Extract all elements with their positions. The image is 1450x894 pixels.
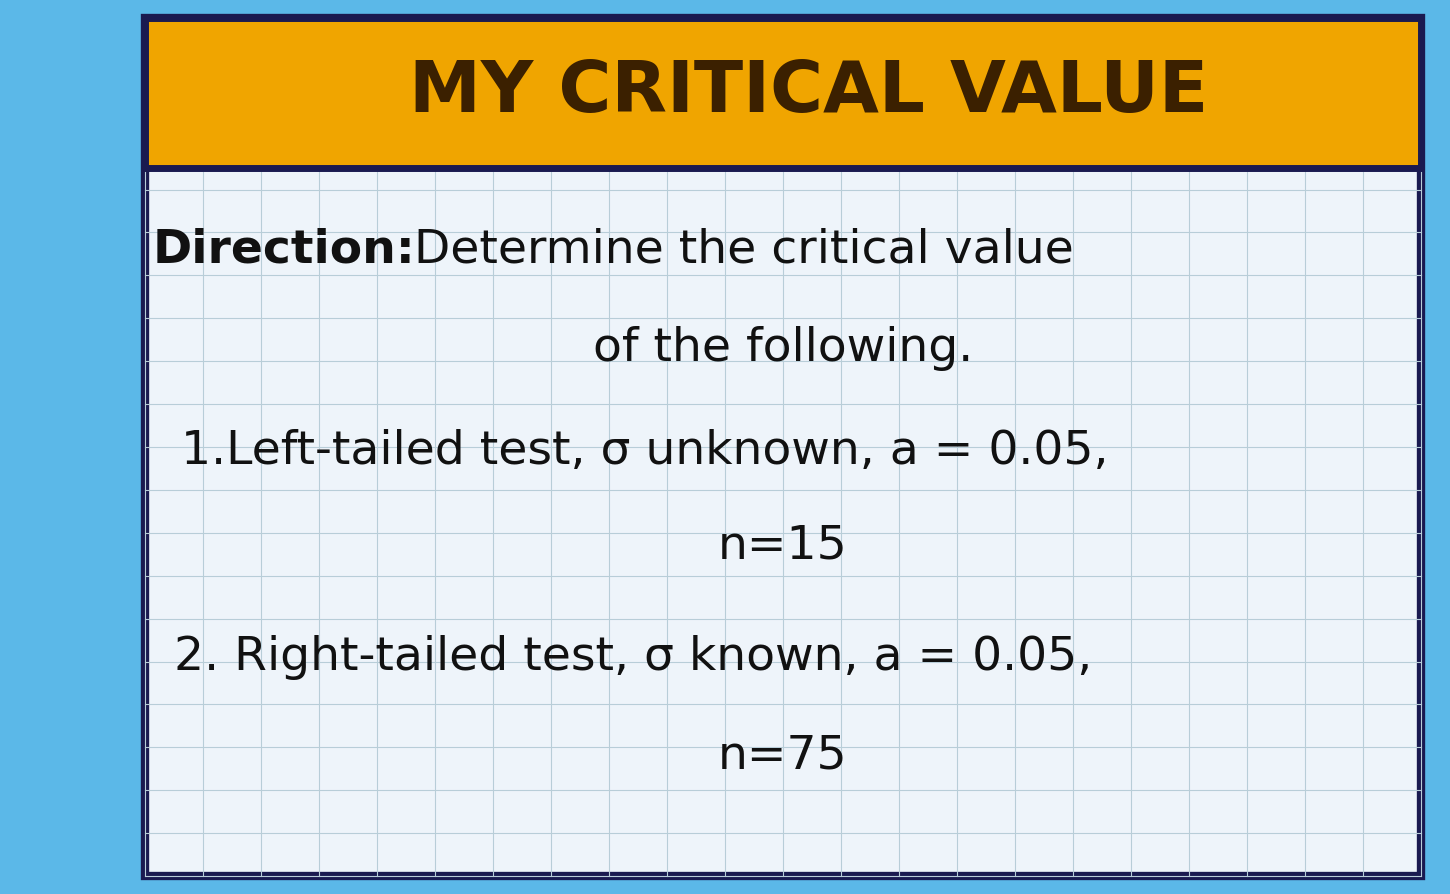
Text: Direction:: Direction: bbox=[152, 227, 415, 272]
Text: 1.Left-tailed test, σ unknown, a = 0.05,: 1.Left-tailed test, σ unknown, a = 0.05, bbox=[181, 429, 1109, 474]
Text: n=15: n=15 bbox=[718, 523, 848, 569]
FancyBboxPatch shape bbox=[145, 18, 1421, 876]
Text: Determine the critical value: Determine the critical value bbox=[399, 227, 1073, 272]
Text: n=75: n=75 bbox=[718, 733, 848, 779]
Text: of the following.: of the following. bbox=[593, 325, 973, 371]
FancyBboxPatch shape bbox=[145, 18, 1421, 168]
Text: MY CRITICAL VALUE: MY CRITICAL VALUE bbox=[409, 58, 1208, 128]
Text: 2. Right-tailed test, σ known, a = 0.05,: 2. Right-tailed test, σ known, a = 0.05, bbox=[174, 635, 1092, 679]
